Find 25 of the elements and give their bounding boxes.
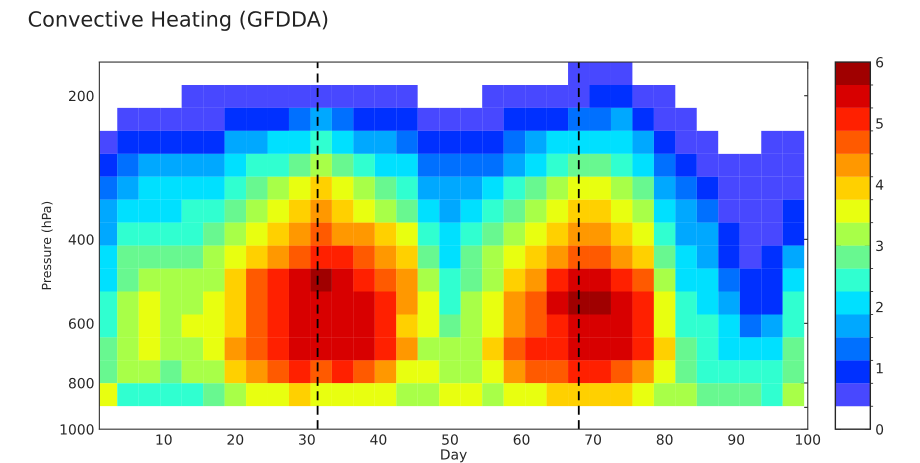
x-tick-label: 20: [227, 434, 244, 445]
x-tick-label: 60: [514, 434, 530, 445]
x-axis-title: Day: [441, 449, 467, 462]
y-tick-label: 200: [69, 90, 94, 102]
chart-title: Convective Heating (GFDDA): [28, 10, 328, 31]
x-tick-label: 40: [370, 434, 386, 445]
x-tick-label: 80: [656, 434, 673, 445]
y-tick-label: 600: [68, 318, 94, 329]
color-bar-label: 2: [876, 302, 883, 312]
y-tick-label: 400: [68, 234, 94, 245]
x-tick-label: 90: [728, 434, 744, 445]
color-bar-label: 0: [876, 424, 884, 435]
x-tick-label: 30: [299, 434, 315, 445]
x-tick-label: 70: [585, 434, 602, 445]
x-tick-label: 50: [442, 434, 458, 445]
x-tick-label: 10: [156, 434, 172, 445]
y-tick-label: 800: [68, 378, 94, 388]
color-bar-label: 6: [876, 57, 884, 68]
y-tick-label: 1000: [60, 424, 94, 435]
x-tick-label: 100: [796, 434, 820, 445]
color-bar-label: 5: [876, 118, 883, 129]
color-bar-label: 3: [876, 240, 883, 252]
color-bar-label: 1: [876, 363, 883, 374]
y-axis-title: Pressure (hPa): [42, 202, 53, 290]
color-bar-label: 4: [876, 180, 884, 190]
